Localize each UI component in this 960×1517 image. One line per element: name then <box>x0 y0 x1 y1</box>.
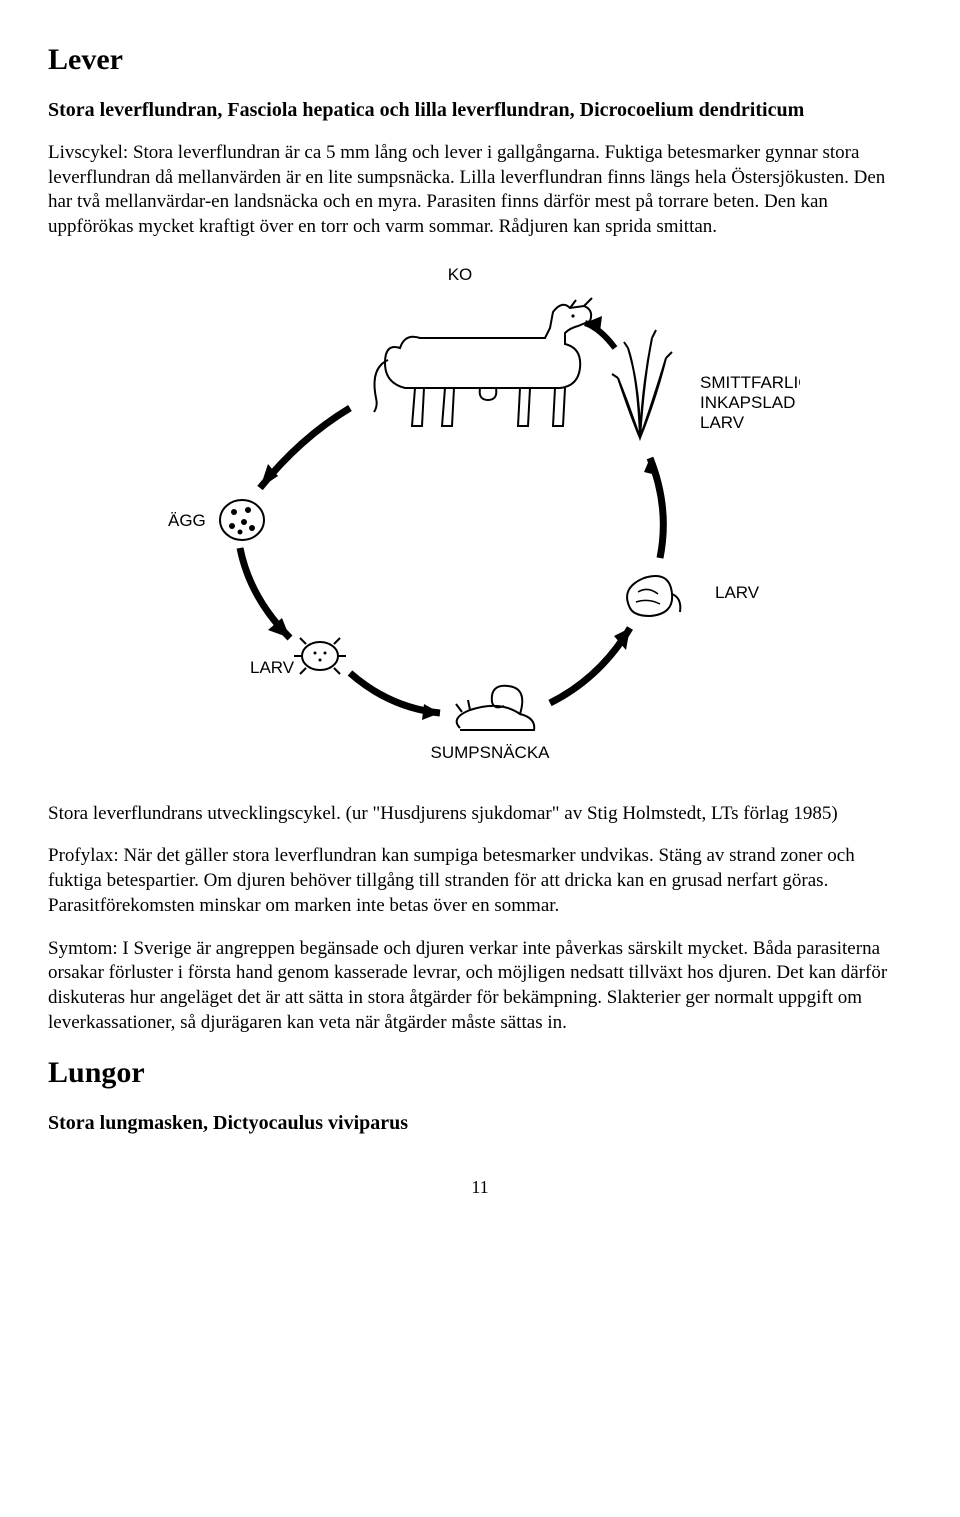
egg-icon <box>220 500 264 540</box>
snail-icon <box>456 686 534 730</box>
section-title-lever: Lever <box>48 40 912 79</box>
label-ko: KO <box>448 265 473 284</box>
label-larv2: LARV <box>715 583 760 602</box>
label-larv1: LARV <box>250 658 295 677</box>
label-smitt-3: LARV <box>700 413 745 432</box>
subheading-flundran: Stora leverflundran, Fasciola hepatica o… <box>48 97 912 123</box>
subheading-lungmasken: Stora lungmasken, Dictyocaulus viviparus <box>48 1110 912 1136</box>
label-smitt-2: INKAPSLAD <box>700 393 795 412</box>
paragraph-symtom: Symtom: I Sverige är angreppen begänsade… <box>48 937 912 1036</box>
arrow-larv2-smitt <box>644 458 663 558</box>
lifecycle-diagram: KO ÄGG LARV SUMPSNÄ <box>160 258 800 778</box>
arrow-agg-larv1 <box>240 548 290 638</box>
cow-icon <box>374 298 592 426</box>
section-title-lungor: Lungor <box>48 1053 912 1092</box>
arrow-larv1-sump <box>350 673 440 720</box>
label-sump: SUMPSNÄCKA <box>430 743 550 762</box>
arrow-ko-agg <box>260 408 350 488</box>
plant-icon <box>612 330 672 438</box>
arrow-sump-larv2 <box>550 628 630 703</box>
label-agg: ÄGG <box>168 511 206 530</box>
larv2-icon <box>627 576 680 616</box>
paragraph-profylax: Profylax: När det gäller stora leverflun… <box>48 844 912 918</box>
larv1-icon <box>294 638 346 674</box>
label-smitt-1: SMITTFARLIG <box>700 373 800 392</box>
paragraph-livscykel: Livscykel: Stora leverflundran är ca 5 m… <box>48 141 912 240</box>
figure-caption: Stora leverflundrans utvecklingscykel. (… <box>48 802 912 827</box>
page-number: 11 <box>48 1176 912 1199</box>
